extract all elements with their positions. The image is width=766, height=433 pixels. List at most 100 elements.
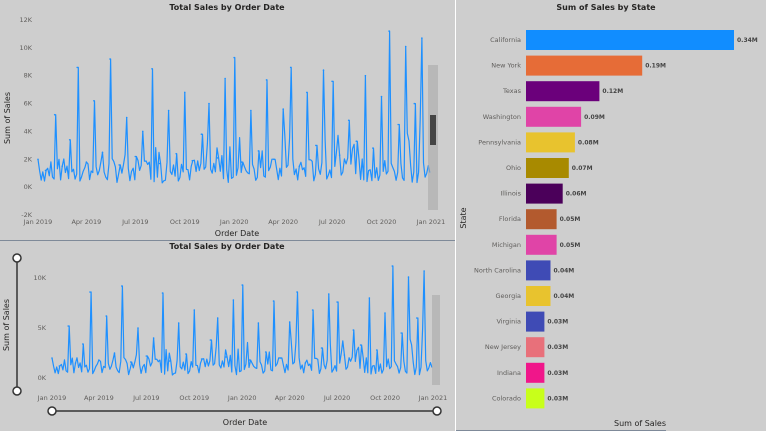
data-point[interactable] <box>152 337 155 339</box>
data-point[interactable] <box>380 95 383 98</box>
data-point[interactable] <box>391 265 394 267</box>
data-point[interactable] <box>58 365 61 367</box>
data-point[interactable] <box>352 329 355 331</box>
data-point[interactable] <box>208 102 210 105</box>
data-point[interactable] <box>331 80 333 83</box>
bar[interactable] <box>526 209 557 230</box>
data-point[interactable] <box>200 133 203 135</box>
bar[interactable] <box>526 55 643 76</box>
data-point[interactable] <box>113 352 116 354</box>
bar[interactable] <box>526 183 563 204</box>
data-point[interactable] <box>225 356 227 358</box>
bar[interactable] <box>526 286 551 306</box>
data-point[interactable] <box>184 91 186 94</box>
data-point[interactable] <box>93 100 95 102</box>
data-point[interactable] <box>151 68 153 70</box>
data-point[interactable] <box>384 312 386 314</box>
data-point[interactable] <box>167 109 170 112</box>
data-point[interactable] <box>51 357 53 359</box>
data-point[interactable] <box>158 162 161 165</box>
data-point[interactable] <box>82 343 84 345</box>
data-point[interactable] <box>272 300 275 302</box>
data-point[interactable] <box>101 151 104 154</box>
data-point[interactable] <box>67 325 69 327</box>
data-point[interactable] <box>328 293 330 295</box>
data-point[interactable] <box>134 155 137 158</box>
bottom-line-chart[interactable]: Total Sales by Order Date Sum of Sales O… <box>2 242 447 427</box>
data-point[interactable] <box>264 351 267 353</box>
resize-handle[interactable] <box>430 115 436 145</box>
data-point[interactable] <box>375 349 378 351</box>
data-point[interactable] <box>416 317 418 319</box>
data-point[interactable] <box>372 147 374 149</box>
data-point[interactable] <box>193 309 196 311</box>
bar[interactable] <box>526 234 557 255</box>
data-point[interactable] <box>257 150 260 152</box>
data-point[interactable] <box>68 139 71 141</box>
bar[interactable] <box>526 158 569 178</box>
data-point[interactable] <box>257 322 260 324</box>
vertical-slider-handle-bottom[interactable] <box>12 386 22 396</box>
data-point[interactable] <box>89 291 91 293</box>
data-point[interactable] <box>241 284 243 286</box>
data-point[interactable] <box>61 165 63 168</box>
data-point[interactable] <box>37 158 39 161</box>
data-point[interactable] <box>118 164 120 166</box>
data-point[interactable] <box>298 165 301 168</box>
data-point[interactable] <box>407 276 410 278</box>
data-point[interactable] <box>322 69 325 71</box>
data-point[interactable] <box>85 161 88 163</box>
data-point[interactable] <box>338 154 341 156</box>
data-point[interactable] <box>282 108 285 110</box>
data-point[interactable] <box>265 79 268 81</box>
data-point[interactable] <box>209 339 212 341</box>
data-point[interactable] <box>53 113 56 116</box>
bar[interactable] <box>526 337 545 358</box>
data-point[interactable] <box>175 152 177 155</box>
data-point[interactable] <box>397 123 400 126</box>
sales-line[interactable] <box>51 265 433 376</box>
data-point[interactable] <box>355 140 358 142</box>
data-point[interactable] <box>44 169 47 172</box>
data-point[interactable] <box>413 102 416 105</box>
data-point[interactable] <box>233 56 235 59</box>
bar[interactable] <box>526 81 600 102</box>
data-point[interactable] <box>423 270 425 272</box>
data-point[interactable] <box>216 157 219 159</box>
data-point[interactable] <box>241 161 243 163</box>
bar[interactable] <box>526 132 575 153</box>
data-point[interactable] <box>388 30 390 32</box>
bar[interactable] <box>526 30 734 50</box>
data-point[interactable] <box>315 144 317 147</box>
state-bar-chart[interactable]: Sum of Sales by State State Sum of Sales… <box>459 3 758 428</box>
focus-mode-icon[interactable] <box>432 295 440 385</box>
data-point[interactable] <box>320 347 323 349</box>
bar[interactable] <box>526 362 545 383</box>
data-point[interactable] <box>296 291 298 293</box>
horizontal-slider-handle-right[interactable] <box>432 406 442 416</box>
data-point[interactable] <box>98 359 100 361</box>
data-point[interactable] <box>400 332 403 334</box>
data-point[interactable] <box>224 77 226 80</box>
data-point[interactable] <box>216 317 219 319</box>
data-point[interactable] <box>161 292 164 294</box>
data-point[interactable] <box>336 301 338 303</box>
data-point[interactable] <box>145 355 148 357</box>
data-point[interactable] <box>404 45 407 48</box>
data-point[interactable] <box>125 116 128 119</box>
data-point[interactable] <box>200 358 203 360</box>
bar[interactable] <box>526 106 582 127</box>
data-point[interactable] <box>273 158 275 161</box>
data-point[interactable] <box>311 309 314 311</box>
data-point[interactable] <box>359 344 362 346</box>
data-point[interactable] <box>76 66 78 69</box>
data-point[interactable] <box>304 362 307 364</box>
data-point[interactable] <box>142 130 144 133</box>
bar[interactable] <box>526 311 545 332</box>
data-point[interactable] <box>191 159 194 162</box>
data-point[interactable] <box>137 327 139 329</box>
data-point[interactable] <box>288 321 291 323</box>
sales-line[interactable] <box>37 30 431 184</box>
vertical-slider-handle-top[interactable] <box>12 253 22 263</box>
data-point[interactable] <box>368 297 371 299</box>
